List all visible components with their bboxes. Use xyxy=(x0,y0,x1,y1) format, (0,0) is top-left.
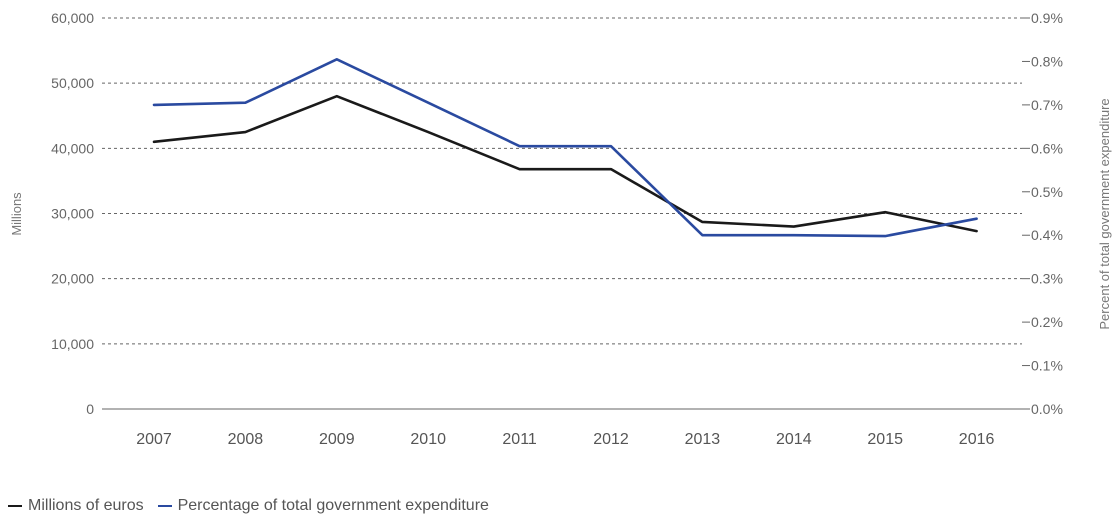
y-right-tick-label: 0.9% xyxy=(1031,10,1063,26)
y-left-tick-label: 60,000 xyxy=(51,10,94,26)
y-left-tick-label: 20,000 xyxy=(51,271,94,287)
y-left-tick-label: 40,000 xyxy=(51,140,94,156)
x-tick-label: 2016 xyxy=(959,431,995,448)
y-right-tick-label: 0.4% xyxy=(1031,227,1063,243)
x-tick-label: 2014 xyxy=(776,431,812,448)
legend-label-millions: Millions of euros xyxy=(28,497,144,514)
y-right-tick-label: 0.1% xyxy=(1031,358,1063,374)
x-tick-label: 2009 xyxy=(319,431,355,448)
x-tick-label: 2010 xyxy=(410,431,446,448)
legend-label-percentage: Percentage of total government expenditu… xyxy=(177,497,489,514)
y-right-tick-label: 0.8% xyxy=(1031,53,1063,69)
x-tick-label: 2008 xyxy=(228,431,264,448)
y-left-tick-label: 50,000 xyxy=(51,75,94,91)
x-tick-label: 2007 xyxy=(136,431,172,448)
legend-item-millions: Millions of euros xyxy=(8,497,144,515)
series-line-millions xyxy=(152,94,978,233)
y-right-tick-label: 0.0% xyxy=(1031,401,1063,417)
y-left-tick-label: 10,000 xyxy=(51,336,94,352)
x-tick-label: 2015 xyxy=(867,431,903,448)
x-tick-label: 2011 xyxy=(502,431,537,448)
series-line-percentage xyxy=(152,57,978,238)
y-left-tick-label: 0 xyxy=(86,401,94,417)
y-right-tick-label: 0.7% xyxy=(1031,97,1063,113)
y-left-axis-title: Millions xyxy=(9,192,24,236)
legend-swatch-millions xyxy=(8,505,22,507)
y-right-tick-label: 0.5% xyxy=(1031,184,1063,200)
x-tick-label: 2013 xyxy=(685,431,721,448)
y-right-tick-label: 0.6% xyxy=(1031,140,1063,156)
y-left-tick-label: 30,000 xyxy=(51,206,94,222)
y-right-tick-label: 0.2% xyxy=(1031,314,1063,330)
legend-item-percentage: Percentage of total government expenditu… xyxy=(157,497,489,515)
y-right-axis-title: Percent of total government expenditure xyxy=(1097,98,1112,329)
x-tick-label: 2012 xyxy=(593,431,629,448)
legend-swatch-percentage xyxy=(157,505,172,507)
y-right-tick-label: 0.3% xyxy=(1031,271,1063,287)
legend: Millions of euros Percentage of total go… xyxy=(8,497,489,515)
